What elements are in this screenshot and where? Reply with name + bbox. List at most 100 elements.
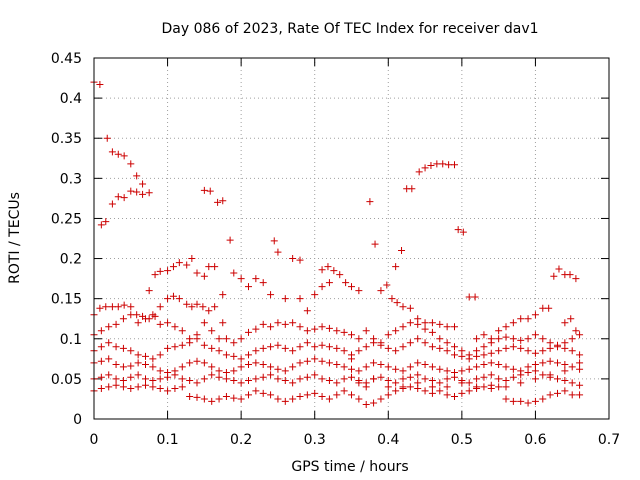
- data-point: [399, 303, 407, 311]
- x-tick-labels: 0 0.1 0.2 0.3 0.4 0.5 0.6 0.7: [90, 432, 621, 448]
- data-point: [311, 291, 319, 299]
- data-point: [156, 351, 164, 359]
- data-point: [259, 360, 267, 368]
- data-point: [451, 373, 458, 381]
- data-point: [149, 363, 157, 371]
- data-point: [259, 373, 267, 381]
- data-point: [421, 164, 429, 172]
- data-point: [436, 365, 444, 373]
- data-point: [572, 275, 580, 283]
- data-point: [433, 160, 441, 168]
- data-point: [502, 344, 510, 352]
- data-point: [171, 371, 179, 379]
- data-point: [215, 395, 223, 403]
- data-point: [133, 172, 141, 180]
- data-point: [303, 327, 311, 335]
- data-point: [458, 367, 466, 375]
- data-point: [517, 371, 525, 379]
- data-point: [171, 343, 179, 351]
- axis-ticks: [93, 57, 610, 420]
- data-point: [296, 359, 304, 367]
- data-point: [156, 385, 164, 393]
- data-point: [555, 265, 563, 273]
- data-point: [546, 371, 554, 379]
- data-point: [267, 291, 275, 299]
- data-point: [576, 381, 584, 389]
- data-point: [274, 365, 282, 373]
- data-point: [311, 325, 319, 333]
- data-point: [169, 263, 177, 271]
- data-point: [366, 198, 374, 206]
- data-point: [487, 385, 495, 393]
- data-point: [175, 295, 183, 303]
- data-point: [414, 359, 422, 367]
- data-point: [348, 365, 355, 373]
- data-point: [252, 275, 260, 283]
- data-point: [408, 185, 416, 193]
- data-point: [142, 381, 149, 389]
- data-point: [193, 269, 201, 277]
- data-point: [333, 379, 341, 387]
- data-point: [281, 376, 289, 384]
- data-point: [237, 335, 245, 343]
- data-point: [502, 383, 510, 391]
- data-point: [531, 367, 539, 375]
- data-point: [325, 324, 333, 332]
- data-point: [108, 200, 116, 208]
- data-point: [193, 335, 201, 343]
- data-point: [509, 397, 517, 405]
- data-point: [451, 323, 458, 331]
- data-point: [439, 160, 447, 168]
- data-point: [388, 295, 396, 303]
- data-point: [517, 315, 525, 323]
- data-point: [183, 261, 191, 269]
- x-tick-label: 0: [90, 432, 99, 448]
- data-point: [325, 279, 333, 287]
- data-point: [421, 387, 429, 395]
- data-point: [487, 349, 495, 357]
- data-point: [120, 152, 128, 160]
- data-point: [259, 320, 267, 328]
- data-point: [97, 373, 105, 381]
- data-point: [421, 325, 429, 333]
- chart-title: Day 086 of 2023, Rate Of TEC Index for r…: [161, 21, 538, 37]
- data-point: [480, 360, 488, 368]
- data-point: [392, 379, 400, 387]
- data-point: [112, 360, 120, 368]
- data-point: [370, 375, 378, 383]
- data-point: [112, 343, 120, 351]
- data-point: [428, 319, 436, 327]
- data-point: [473, 383, 481, 391]
- data-point: [252, 325, 260, 333]
- data-point: [539, 395, 547, 403]
- data-point: [186, 339, 194, 347]
- data-point: [169, 292, 177, 300]
- data-point: [348, 283, 355, 291]
- data-point: [102, 218, 110, 226]
- data-point: [561, 367, 569, 375]
- y-axis-label: ROTI / TECUs: [7, 192, 23, 284]
- data-point: [524, 399, 532, 407]
- data-point: [105, 339, 113, 347]
- data-point: [399, 343, 407, 351]
- data-point: [178, 375, 186, 383]
- y-tick-label: 0.25: [51, 211, 82, 227]
- data-point: [120, 194, 128, 202]
- data-point: [134, 383, 142, 391]
- data-point: [186, 359, 194, 367]
- y-tick-label: 0: [73, 412, 82, 428]
- data-point: [355, 379, 363, 387]
- data-point: [281, 320, 289, 328]
- data-point: [112, 320, 120, 328]
- data-point: [245, 376, 252, 384]
- data-point: [340, 328, 348, 336]
- data-point: [399, 383, 407, 391]
- data-point: [458, 379, 466, 387]
- data-point: [384, 344, 392, 352]
- data-point: [149, 311, 157, 319]
- data-point: [576, 391, 584, 399]
- data-point: [222, 375, 230, 383]
- data-point: [568, 347, 576, 355]
- data-point: [531, 331, 539, 339]
- data-point: [324, 263, 332, 271]
